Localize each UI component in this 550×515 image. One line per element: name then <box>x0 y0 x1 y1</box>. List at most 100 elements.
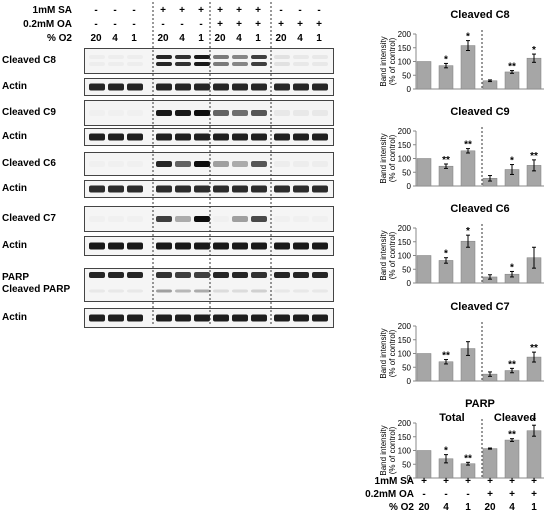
blot-band <box>194 216 210 222</box>
blot-band <box>194 289 210 293</box>
blot-label: Actin <box>2 312 27 323</box>
blot-band <box>293 83 309 91</box>
blot-band <box>293 242 309 250</box>
header-label-oa: 0.2mM OA <box>23 19 72 30</box>
blot-band <box>213 62 229 66</box>
blot-band <box>89 289 105 293</box>
header-cell: - <box>279 5 283 16</box>
significance-mark: * <box>532 416 536 427</box>
header-label-sa: 1mM SA <box>32 5 72 16</box>
significance-mark: ** <box>508 62 516 73</box>
chart-subtitle: Total <box>439 412 464 424</box>
chart-ylabel-line2: (% of control) <box>388 231 397 279</box>
blot-label: Cleaved C9 <box>2 107 56 118</box>
blot-band <box>175 216 191 222</box>
blot-band <box>312 314 328 322</box>
header-cell: + <box>316 19 322 30</box>
header-cell: - <box>132 19 136 30</box>
blot-band <box>89 272 105 278</box>
chart-title: PARP <box>465 398 495 410</box>
blot-band <box>251 161 267 167</box>
y-tick-label: 0 <box>407 279 412 288</box>
y-tick-label: 0 <box>407 474 412 483</box>
y-tick-label: 100 <box>398 252 412 261</box>
header-cell: - <box>161 19 165 30</box>
blot-band <box>293 133 309 141</box>
bar <box>416 255 432 284</box>
blot-band <box>156 161 172 167</box>
bar <box>438 165 454 187</box>
blot-label: Cleaved C7 <box>2 213 56 224</box>
blot-panel <box>84 48 334 74</box>
blot-label: Actin <box>2 240 27 251</box>
chart-ylabel: Band intensity <box>379 425 388 475</box>
significance-mark: * <box>510 156 514 167</box>
blot-band <box>194 161 210 167</box>
blot-band <box>213 314 229 322</box>
significance-mark: * <box>444 54 448 65</box>
blot-band <box>127 133 143 141</box>
blot-band <box>274 185 290 193</box>
blot-band <box>312 185 328 193</box>
blot-band <box>274 314 290 322</box>
blot-band <box>274 242 290 250</box>
blot-band <box>156 55 172 59</box>
blot-band <box>312 62 328 66</box>
header-cell: + <box>297 19 303 30</box>
chart-ylabel: Band intensity <box>379 230 388 280</box>
bottom-cell: 20 <box>418 502 430 513</box>
significance-mark: ** <box>508 359 516 370</box>
blot-band <box>232 272 248 278</box>
blot-band <box>175 83 191 91</box>
blot-band <box>293 289 309 293</box>
blot-band <box>213 185 229 193</box>
blot-band <box>232 62 248 66</box>
significance-mark: ** <box>530 151 538 162</box>
significance-mark: ** <box>530 343 538 354</box>
blot-band <box>156 289 172 293</box>
blot-band <box>194 185 210 193</box>
blot-band <box>251 242 267 250</box>
significance-mark: ** <box>464 453 472 464</box>
blot-band <box>194 62 210 66</box>
blot-band <box>213 55 229 59</box>
chart-ylabel-line2: (% of control) <box>388 426 397 474</box>
bottom-cell: - <box>444 489 448 500</box>
blot-band <box>194 272 210 278</box>
blot-band <box>251 133 267 141</box>
header-cell: 1 <box>255 33 261 44</box>
blot-band <box>251 55 267 59</box>
blot-band <box>194 83 210 91</box>
blot-band <box>251 216 267 222</box>
header-cell: 20 <box>90 33 102 44</box>
blot-label: Actin <box>2 131 27 142</box>
bottom-row-label: % O2 <box>388 502 414 513</box>
header-cell: + <box>236 5 242 16</box>
blot-band <box>213 133 229 141</box>
blot-band <box>251 272 267 278</box>
bar <box>504 439 520 479</box>
y-tick-label: 50 <box>402 265 411 274</box>
blot-band <box>232 133 248 141</box>
blot-band <box>156 110 172 116</box>
header-cell: + <box>217 19 223 30</box>
significance-mark: ** <box>442 351 450 362</box>
bottom-cell: 20 <box>484 502 496 513</box>
header-cell: + <box>160 5 166 16</box>
blot-label: Actin <box>2 81 27 92</box>
bar <box>504 71 520 90</box>
blot-band <box>175 272 191 278</box>
blot-band <box>194 242 210 250</box>
blot-band <box>108 314 124 322</box>
header-cell: + <box>198 5 204 16</box>
blot-band <box>251 62 267 66</box>
blot-band <box>274 110 290 116</box>
blot-band <box>156 314 172 322</box>
blot-band <box>293 314 309 322</box>
chart-ylabel: Band intensity <box>379 133 388 183</box>
header-cell: - <box>180 19 184 30</box>
blot-band <box>127 289 143 293</box>
header-cell: + <box>278 19 284 30</box>
blot-label: Cleaved C6 <box>2 158 56 169</box>
y-tick-label: 50 <box>402 168 411 177</box>
